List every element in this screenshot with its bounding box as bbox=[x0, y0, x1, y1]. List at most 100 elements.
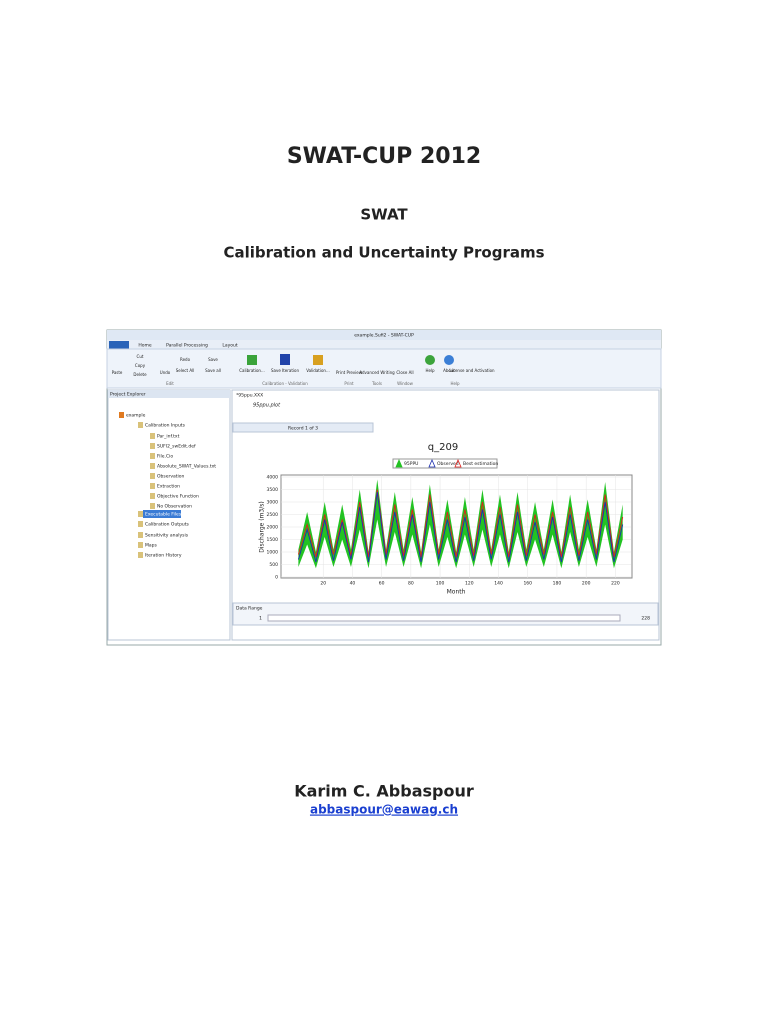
x-tick-label: 40 bbox=[350, 581, 356, 587]
y-tick-label: 0 bbox=[275, 575, 278, 581]
tree-icon bbox=[138, 511, 143, 517]
tree-icon bbox=[138, 542, 143, 548]
x-tick-label: 160 bbox=[523, 581, 532, 587]
ribbon-button: Print Preview bbox=[336, 370, 363, 375]
email[interactable]: abbaspour@eawag.ch bbox=[310, 803, 458, 817]
tree-icon bbox=[150, 483, 155, 489]
x-tick-label: 180 bbox=[553, 581, 562, 587]
chart-title: q_209 bbox=[428, 442, 458, 453]
ribbon-button: About bbox=[443, 368, 455, 373]
y-tick-label: 4000 bbox=[267, 475, 279, 481]
series-line bbox=[297, 491, 624, 563]
tree-icon bbox=[150, 473, 155, 479]
ribbon-group: Edit bbox=[166, 381, 174, 386]
series-line bbox=[297, 489, 624, 558]
ribbon-group: Help bbox=[450, 381, 460, 386]
tree-item: Extraction bbox=[157, 484, 180, 490]
ribbon-button: Copy bbox=[135, 363, 146, 368]
range-title: Data Range bbox=[236, 606, 263, 612]
ribbon-tab: Parallel Processing bbox=[166, 343, 208, 349]
ribbon-button: Save bbox=[208, 357, 218, 362]
ribbon-button: Advanced Writing bbox=[359, 370, 395, 375]
ribbon-group: Window bbox=[397, 381, 414, 386]
tree-item: No Observation bbox=[157, 504, 192, 510]
ribbon-group: Calibration - Validation bbox=[262, 381, 308, 386]
tree-item: Calibration Inputs bbox=[145, 423, 186, 429]
ribbon-button: Redo bbox=[180, 357, 191, 362]
ribbon-button: Delete bbox=[133, 372, 147, 377]
y-tick-label: 3500 bbox=[267, 487, 279, 493]
x-tick-label: 20 bbox=[320, 581, 326, 587]
tree-item: File.Cio bbox=[157, 454, 173, 460]
tree-icon bbox=[150, 463, 155, 469]
panel-title: Project Explorer bbox=[110, 392, 146, 398]
tree-icon bbox=[138, 552, 143, 558]
range-start: 1 bbox=[259, 616, 262, 622]
tree-item: SUFI2_swEdit.def bbox=[157, 444, 196, 450]
ribbon-button: Paste bbox=[112, 370, 123, 375]
y-tick-label: 2000 bbox=[267, 525, 279, 531]
icon bbox=[444, 355, 454, 365]
icon bbox=[313, 355, 323, 365]
tree-item: Executable Files bbox=[145, 512, 182, 518]
tree-item: Iteration History bbox=[145, 553, 182, 559]
tree-icon bbox=[150, 503, 155, 509]
legend-swatch bbox=[454, 458, 462, 468]
x-tick-label: 120 bbox=[465, 581, 474, 587]
range-end: 228 bbox=[641, 616, 650, 622]
window-title: example.Sufi2 - SWAT-CUP bbox=[354, 333, 414, 339]
document-name: 95ppu.plot bbox=[253, 403, 281, 409]
tree-item: Absolute_SWAT_Values.txt bbox=[157, 464, 216, 470]
tree-icon bbox=[150, 433, 155, 439]
tree-icon bbox=[138, 422, 143, 428]
tree-item: Par_inf.txt bbox=[157, 434, 180, 440]
y-tick-label: 500 bbox=[269, 562, 278, 568]
legend-label: Observed bbox=[437, 461, 459, 467]
file-tab bbox=[109, 341, 129, 349]
x-axis-label: Month bbox=[447, 589, 466, 596]
tree-icon bbox=[150, 493, 155, 499]
doc-subtitle: Calibration and Uncertainty Programs bbox=[223, 244, 544, 262]
ribbon-button: Help bbox=[425, 368, 435, 373]
tab-bar bbox=[107, 340, 661, 349]
y-axis-label: Discharge (m3/s) bbox=[259, 501, 266, 552]
tree-icon bbox=[138, 521, 143, 527]
tree-item: Observation bbox=[157, 474, 185, 480]
x-tick-label: 200 bbox=[582, 581, 591, 587]
title-bar bbox=[107, 330, 661, 340]
y-tick-label: 2500 bbox=[267, 512, 279, 518]
legend-label: Best estimation bbox=[463, 461, 498, 467]
ribbon-tab: Home bbox=[138, 343, 152, 349]
x-tick-label: 80 bbox=[408, 581, 414, 587]
icon bbox=[425, 355, 435, 365]
tree-item: Maps bbox=[145, 543, 157, 549]
tree-icon bbox=[138, 532, 143, 538]
y-tick-label: 3000 bbox=[267, 500, 279, 506]
program-name: SWAT bbox=[360, 206, 408, 224]
icon bbox=[247, 355, 257, 365]
ribbon-button: License and Activation bbox=[449, 368, 495, 373]
x-tick-label: 220 bbox=[611, 581, 620, 587]
ribbon-group: Print bbox=[344, 381, 354, 386]
doc-title: SWAT-CUP 2012 bbox=[287, 144, 481, 169]
ribbon-button: Calibration... bbox=[239, 368, 265, 373]
icon bbox=[280, 354, 290, 365]
tree-item: Sensitivity analysis bbox=[145, 533, 189, 539]
tree-icon bbox=[150, 443, 155, 449]
x-tick-label: 60 bbox=[379, 581, 385, 587]
y-tick-label: 1500 bbox=[267, 537, 279, 543]
ribbon-button: Validation... bbox=[306, 368, 330, 373]
ribbon-button: Select All bbox=[176, 368, 195, 373]
x-tick-label: 140 bbox=[494, 581, 503, 587]
legend-swatch bbox=[395, 458, 403, 468]
ribbon-group: Tools bbox=[371, 381, 382, 386]
ribbon bbox=[106, 348, 662, 389]
tree-item: example bbox=[126, 413, 146, 419]
y-tick-label: 1000 bbox=[267, 550, 279, 556]
document-tab: *95ppu.XXX bbox=[236, 393, 263, 399]
range-slider[interactable] bbox=[267, 614, 621, 622]
x-tick-label: 100 bbox=[436, 581, 445, 587]
legend-swatch bbox=[428, 458, 436, 468]
tree-icon bbox=[150, 453, 155, 459]
